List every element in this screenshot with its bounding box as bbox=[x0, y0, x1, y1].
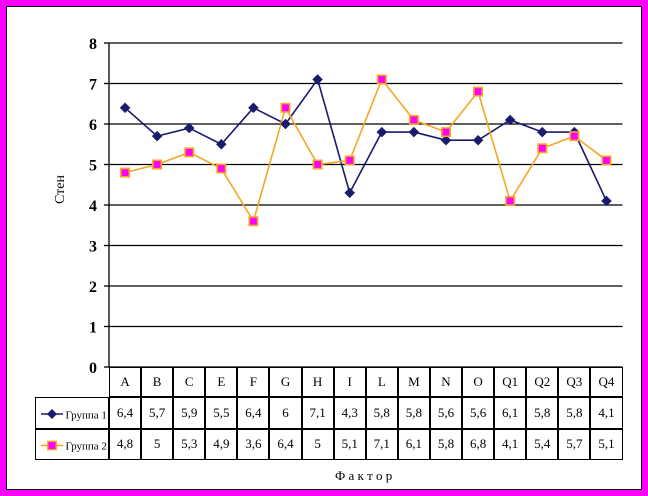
svg-text:Группа 2: Группа 2 bbox=[66, 440, 107, 452]
svg-text:3: 3 bbox=[89, 239, 97, 256]
svg-text:4: 4 bbox=[89, 198, 97, 215]
svg-text:8: 8 bbox=[89, 36, 97, 53]
svg-text:6: 6 bbox=[89, 117, 97, 134]
svg-text:Группа 1: Группа 1 bbox=[66, 409, 107, 421]
svg-text:1: 1 bbox=[89, 320, 97, 337]
svg-text:7: 7 bbox=[89, 77, 97, 94]
svg-text:2: 2 bbox=[89, 279, 97, 296]
svg-text:5: 5 bbox=[89, 158, 97, 175]
